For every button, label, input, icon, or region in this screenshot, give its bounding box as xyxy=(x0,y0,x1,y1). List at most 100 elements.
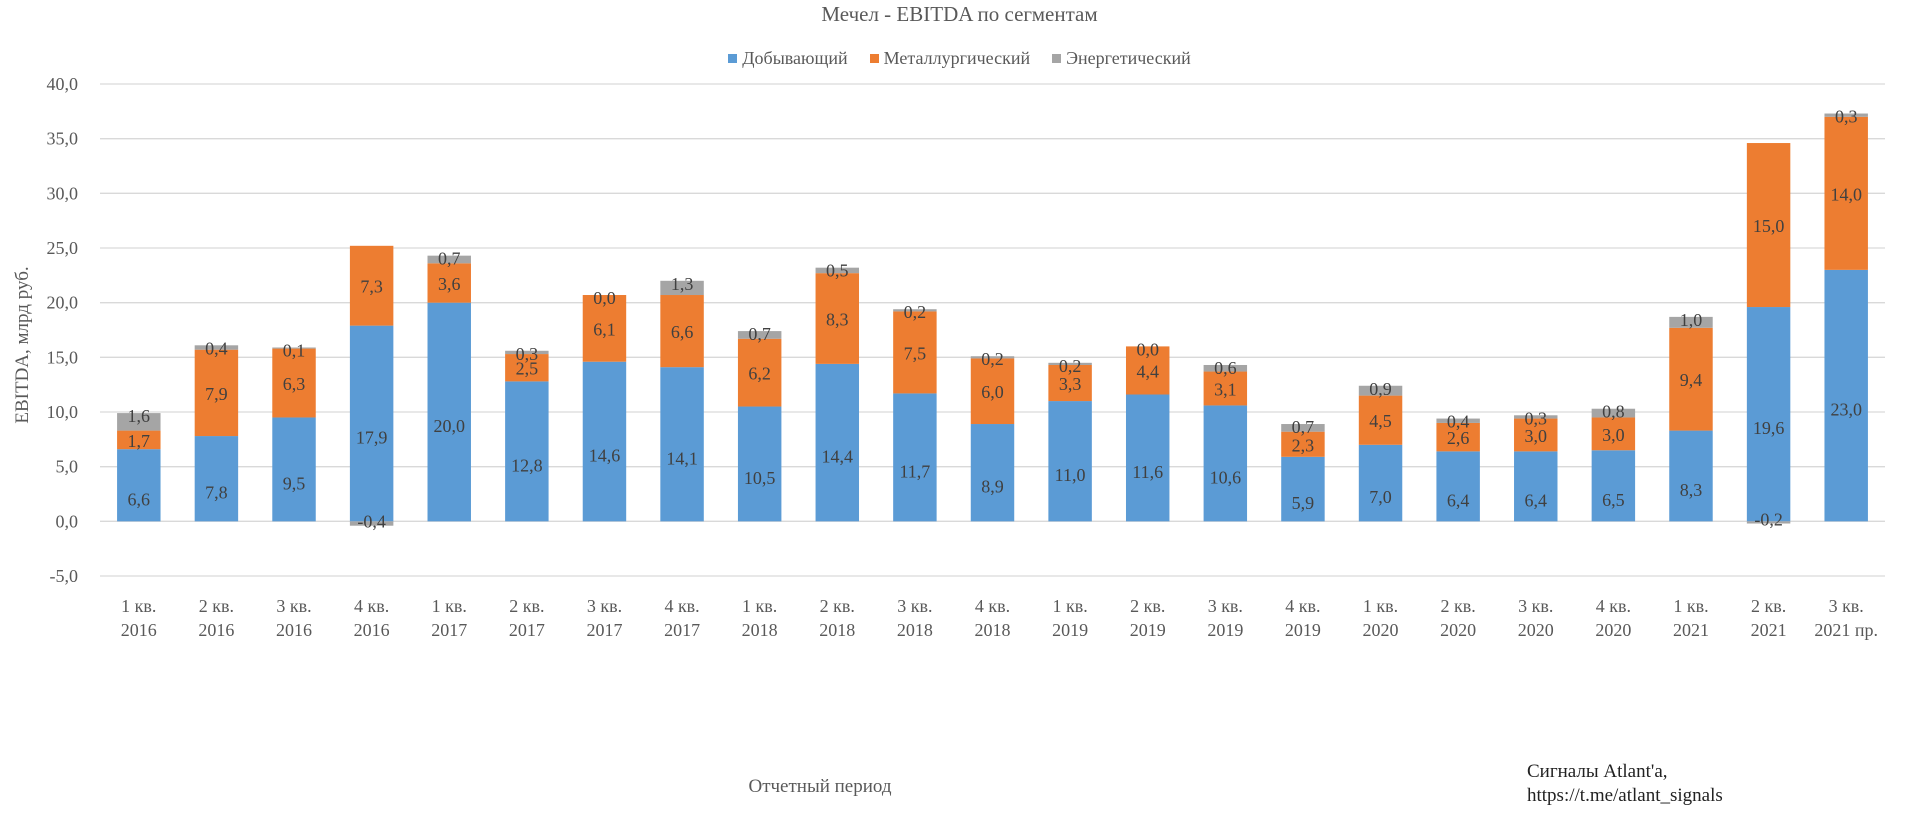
data-label: 11,7 xyxy=(899,461,930,481)
bar-segment-energy xyxy=(1669,316,1713,328)
x-tick-label-year: 2018 xyxy=(897,620,933,640)
bar-segment-metallurgy xyxy=(349,245,394,326)
bar-segment-metallurgy xyxy=(1514,418,1558,452)
data-label: 6,3 xyxy=(283,374,306,394)
bar-segment-metallurgy xyxy=(1125,346,1170,395)
data-label: 14,0 xyxy=(1830,184,1862,204)
x-tick-labels: 1 кв. 2016 2 кв. 2016 3 кв. 2016 4 кв. 2016 1 кв… xyxy=(121,596,1878,640)
x-tick-label-quarter: 2 кв. xyxy=(199,596,234,616)
data-label: 11,6 xyxy=(1132,462,1163,482)
x-tick-label-year: 2019 xyxy=(1052,620,1088,640)
bar-segment-energy xyxy=(1203,364,1248,372)
bar-segment-energy xyxy=(815,267,860,274)
data-label: 19,6 xyxy=(1753,418,1785,438)
data-label: 0,0 xyxy=(1136,339,1159,359)
data-label: 11,0 xyxy=(1055,465,1086,485)
y-tick-label: 25,0 xyxy=(47,238,79,258)
bar-segment-energy xyxy=(349,521,394,526)
data-label: 15,0 xyxy=(1753,216,1785,236)
legend-item-energy: Энергетический xyxy=(1052,48,1191,69)
x-tick-label-year: 2021 xyxy=(1751,620,1787,640)
source-annotation-line-1: Сигналы Atlant'a, xyxy=(1527,761,1668,782)
bar-segment-metallurgy xyxy=(117,430,161,450)
data-label: 0,3 xyxy=(516,344,539,364)
data-label: 0,4 xyxy=(205,338,228,358)
data-label: 0,8 xyxy=(1602,402,1625,422)
data-label: 0,2 xyxy=(981,349,1004,369)
bar-segment-mining xyxy=(1746,307,1791,522)
data-label: 3,0 xyxy=(1525,426,1548,446)
bar-segment-energy xyxy=(1591,408,1636,418)
data-label: 0,5 xyxy=(826,261,849,281)
data-label: 6,5 xyxy=(1602,490,1625,510)
data-label: 6,2 xyxy=(748,364,771,384)
data-label: 0,1 xyxy=(283,340,306,360)
bar-segment-metallurgy xyxy=(893,311,937,394)
bar-segment-energy xyxy=(1436,418,1480,423)
x-tick-label-year: 2020 xyxy=(1518,620,1554,640)
bar-segment-mining xyxy=(1514,451,1558,522)
x-tick-label-year: 2020 xyxy=(1363,620,1399,640)
data-label: 9,4 xyxy=(1680,370,1703,390)
y-tick-label: 15,0 xyxy=(47,347,79,367)
source-annotation-line-2: https://t.me/atlant_signals xyxy=(1527,785,1723,806)
data-label: 0,0 xyxy=(593,288,616,308)
x-tick-label-year: 2018 xyxy=(975,620,1011,640)
x-tick-label-quarter: 3 кв. xyxy=(276,596,311,616)
x-tick-label-quarter: 1 кв. xyxy=(1052,596,1087,616)
y-tick-label: 35,0 xyxy=(47,129,79,149)
bar-segment-mining xyxy=(349,325,394,522)
x-tick-label-quarter: 4 кв. xyxy=(354,596,389,616)
data-label: 14,6 xyxy=(589,446,621,466)
data-label: 1,7 xyxy=(128,431,151,451)
data-label: 0,7 xyxy=(438,249,461,269)
bar-segment-mining xyxy=(505,381,549,522)
legend-item-metallurgy: Металлургический xyxy=(869,48,1030,69)
x-tick-label-year: 2018 xyxy=(742,620,778,640)
x-tick-label-quarter: 3 кв. xyxy=(1518,596,1553,616)
bar-segment-metallurgy xyxy=(1746,143,1791,308)
legend: Добывающий Металлургический Энергетическ… xyxy=(0,48,1919,69)
bar-segment-metallurgy xyxy=(970,358,1015,425)
bar-segment-energy xyxy=(893,309,937,312)
data-label: 14,1 xyxy=(666,448,698,468)
bar-segment-mining xyxy=(660,367,704,522)
source-annotation: Сигналы Atlant'a, https://t.me/atlant_si… xyxy=(1527,760,1723,808)
data-label: 6,0 xyxy=(981,382,1004,402)
data-label: 7,8 xyxy=(205,483,228,503)
bar-segment-metallurgy xyxy=(582,295,627,362)
data-label: 12,8 xyxy=(511,455,543,475)
x-tick-label-quarter: 2 кв. xyxy=(1441,596,1476,616)
bar-segment-mining xyxy=(1048,401,1092,522)
bar-segment-mining xyxy=(893,393,937,522)
bar-segment-energy xyxy=(117,413,161,431)
data-label: 1,0 xyxy=(1680,310,1703,330)
data-label: 9,5 xyxy=(283,473,306,493)
bar-segment-metallurgy xyxy=(1281,431,1325,457)
y-tick-label: 5,0 xyxy=(56,457,79,477)
data-label: 4,4 xyxy=(1136,361,1159,381)
bar-segment-metallurgy xyxy=(660,295,704,368)
bar-segment-metallurgy xyxy=(1824,116,1868,270)
x-tick-label-quarter: 4 кв. xyxy=(664,596,699,616)
x-tick-label-quarter: 1 кв. xyxy=(1363,596,1398,616)
legend-label-energy: Энергетический xyxy=(1066,48,1191,68)
bar-segment-energy xyxy=(1746,521,1791,524)
data-label: 0,7 xyxy=(748,324,771,344)
x-tick-label-quarter: 3 кв. xyxy=(587,596,622,616)
data-label: 0,4 xyxy=(1447,412,1470,432)
bar-segment-metallurgy xyxy=(815,273,860,364)
data-label: 2,6 xyxy=(1447,428,1470,448)
data-label: 10,6 xyxy=(1210,467,1242,487)
x-tick-label-year: 2016 xyxy=(198,620,234,640)
bar-segment-mining xyxy=(272,417,316,522)
bar-segment-energy xyxy=(1048,362,1092,365)
y-tick-label: 10,0 xyxy=(47,402,79,422)
data-label: 0,6 xyxy=(1214,358,1237,378)
y-tick-label: 0,0 xyxy=(56,511,79,531)
data-labels: 6,6 1,7 1,6 7,8 7,9 0,4 9,5 6,3 0,1 17,9 7,3 -0,4 20… xyxy=(128,107,1862,532)
x-tick-label-quarter: 3 кв. xyxy=(897,596,932,616)
y-tick-label: 20,0 xyxy=(47,293,79,313)
x-tick-label-quarter: 2 кв. xyxy=(509,596,544,616)
